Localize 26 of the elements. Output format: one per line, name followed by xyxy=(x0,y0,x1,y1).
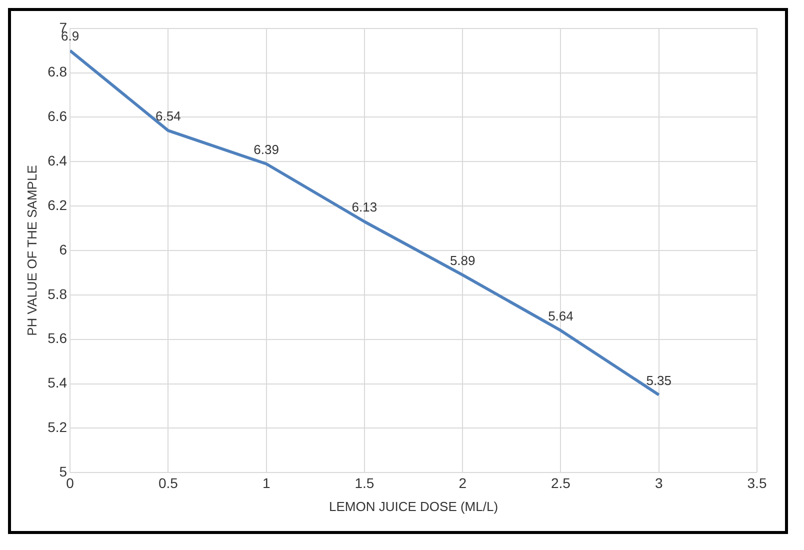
x-axis-title: LEMON JUICE DOSE (ML/L) xyxy=(329,498,498,514)
x-tick-label: 0.5 xyxy=(158,474,178,491)
data-label: 5.64 xyxy=(548,308,574,324)
data-label: 6.13 xyxy=(352,200,378,215)
y-tick-label: 5.2 xyxy=(48,419,68,436)
y-tick-label: 5 xyxy=(59,463,68,480)
y-tick-label: 6.8 xyxy=(48,64,68,80)
y-tick-label: 5.6 xyxy=(48,330,68,346)
x-tick-label: 2 xyxy=(458,474,467,491)
x-tick-label: 1 xyxy=(262,474,270,491)
x-tick-label: 0 xyxy=(66,474,74,491)
data-label: 6.54 xyxy=(156,108,181,124)
y-tick-label: 6.2 xyxy=(48,196,68,213)
data-label: 6.39 xyxy=(254,142,279,157)
x-tick-label: 3.5 xyxy=(747,474,767,491)
x-tick-label: 2.5 xyxy=(551,474,571,491)
y-tick-label: 6 xyxy=(59,241,68,258)
data-label: 5.89 xyxy=(450,253,476,268)
data-label: 5.35 xyxy=(646,372,672,388)
y-axis-title: PH VALUE OF THE SAMPLE xyxy=(24,164,40,336)
y-tick-label: 6.6 xyxy=(48,108,68,124)
x-tick-label: 1.5 xyxy=(354,474,374,491)
y-tick-label: 6.4 xyxy=(48,152,68,169)
y-tick-label: 5.8 xyxy=(48,286,68,302)
x-tick-label: 3 xyxy=(654,474,663,491)
y-tick-label: 5.4 xyxy=(48,374,68,391)
